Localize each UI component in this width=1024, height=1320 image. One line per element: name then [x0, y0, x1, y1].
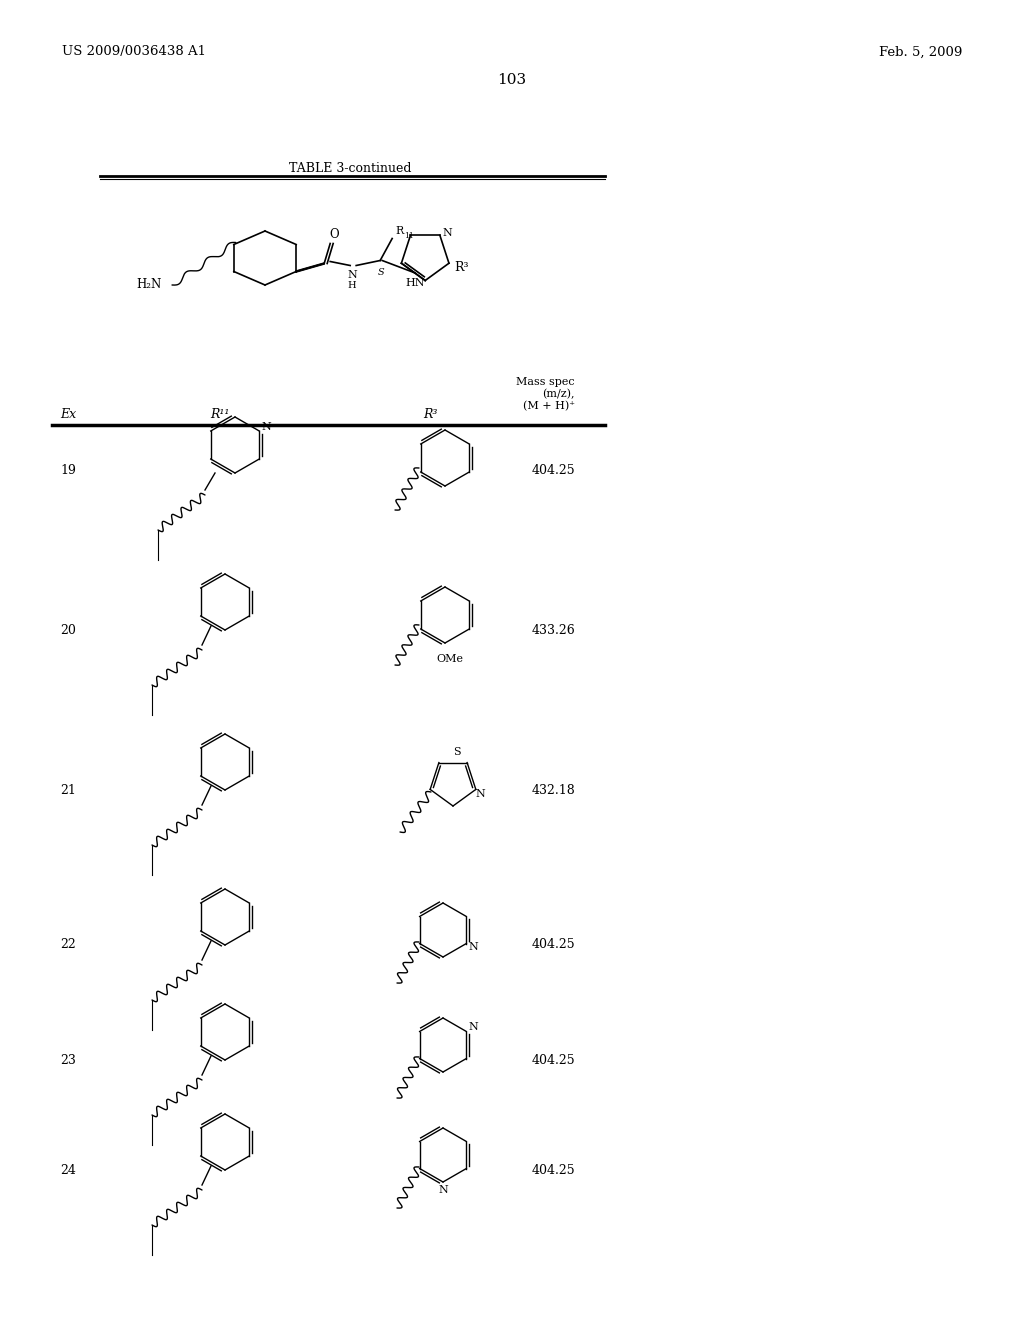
Text: 404.25: 404.25: [531, 939, 575, 952]
Text: 404.25: 404.25: [531, 1053, 575, 1067]
Text: R³: R³: [423, 408, 437, 421]
Text: 23: 23: [60, 1053, 76, 1067]
Text: R³: R³: [454, 261, 468, 275]
Text: N: N: [468, 942, 478, 953]
Text: (m/z),: (m/z),: [543, 389, 575, 399]
Text: HN: HN: [406, 279, 425, 289]
Text: 103: 103: [498, 73, 526, 87]
Text: Feb. 5, 2009: Feb. 5, 2009: [879, 45, 962, 58]
Text: US 2009/0036438 A1: US 2009/0036438 A1: [62, 45, 206, 58]
Text: H: H: [348, 281, 356, 290]
Text: H₂N: H₂N: [137, 279, 162, 292]
Text: N: N: [468, 1023, 478, 1032]
Text: 11: 11: [404, 231, 414, 239]
Text: 432.18: 432.18: [531, 784, 575, 796]
Text: N: N: [476, 789, 485, 799]
Text: 21: 21: [60, 784, 76, 796]
Text: (M + H)⁺: (M + H)⁺: [523, 401, 575, 411]
Text: 20: 20: [60, 623, 76, 636]
Text: Ex: Ex: [60, 408, 76, 421]
Text: 19: 19: [60, 463, 76, 477]
Text: S: S: [454, 747, 461, 756]
Text: 404.25: 404.25: [531, 1163, 575, 1176]
Text: Mass spec: Mass spec: [516, 378, 575, 387]
Text: N: N: [442, 228, 452, 239]
Text: N: N: [438, 1185, 447, 1195]
Text: 22: 22: [60, 939, 76, 952]
Text: TABLE 3-continued: TABLE 3-continued: [289, 161, 412, 174]
Text: R: R: [395, 227, 403, 236]
Text: N: N: [261, 422, 271, 432]
Text: OMe: OMe: [436, 653, 464, 664]
Text: 433.26: 433.26: [531, 623, 575, 636]
Text: O: O: [330, 228, 339, 242]
Text: R¹¹: R¹¹: [210, 408, 229, 421]
Text: 24: 24: [60, 1163, 76, 1176]
Text: S: S: [378, 268, 384, 277]
Text: N: N: [347, 271, 357, 281]
Text: 404.25: 404.25: [531, 463, 575, 477]
